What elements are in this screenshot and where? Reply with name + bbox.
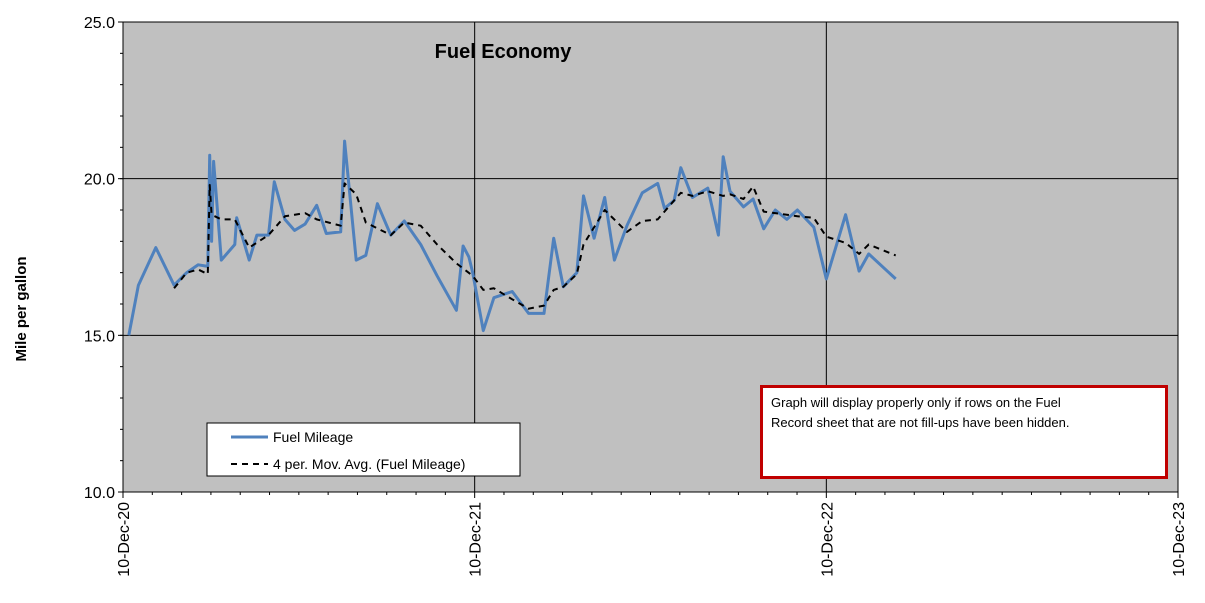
note-line-1: Graph will display properly only if rows…	[771, 395, 1061, 410]
chart-title: Fuel Economy	[435, 41, 573, 63]
series-lines	[127, 139, 897, 336]
y-axis-title: Mile per gallon	[13, 256, 30, 361]
y-tick-label: 25.0	[84, 15, 115, 32]
plot-border	[122, 21, 1179, 493]
x-tick-label: 10-Dec-21	[468, 502, 485, 577]
y-tick-label: 15.0	[84, 328, 115, 345]
x-tick-label: 10-Dec-22	[819, 502, 836, 577]
legend-label-moving-average: 4 per. Mov. Avg. (Fuel Mileage)	[273, 456, 465, 472]
legend-box	[206, 422, 521, 477]
y-tick-label: 20.0	[84, 172, 115, 189]
fuel-mileage-line	[127, 139, 897, 336]
legend: Fuel Mileage 4 per. Mov. Avg. (Fuel Mile…	[206, 422, 521, 477]
note-box: Graph will display properly only if rows…	[760, 385, 1168, 479]
moving-average-line	[173, 182, 897, 310]
legend-label-fuel-mileage: Fuel Mileage	[273, 429, 353, 445]
y-tick-label: 10.0	[84, 485, 115, 502]
axes: 10.0 15.0 20.0 25.0 10-Dec-20 10-Dec-21 10-Dec…	[84, 15, 1188, 577]
x-tick-label: 10-Dec-23	[1171, 502, 1188, 577]
x-tick-label: 10-Dec-20	[116, 502, 133, 577]
note-line-2: Record sheet that are not fill-ups have …	[771, 415, 1070, 430]
